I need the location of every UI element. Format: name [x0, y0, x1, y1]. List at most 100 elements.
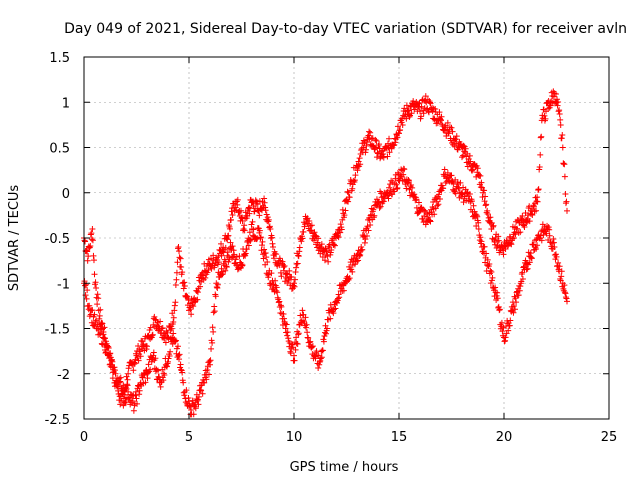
- y-tick-label: -0.5: [45, 232, 70, 247]
- data-marker: [354, 258, 360, 265]
- data-marker: [303, 321, 310, 328]
- data-marker: [291, 357, 298, 364]
- data-marker: [133, 395, 140, 402]
- data-marker: [288, 341, 295, 348]
- data-marker: [85, 306, 92, 313]
- data-marker: [213, 280, 220, 287]
- data-marker: [242, 250, 249, 257]
- data-marker: [562, 191, 569, 198]
- data-marker: [356, 155, 363, 162]
- data-marker: [296, 244, 303, 251]
- data-marker: [335, 234, 342, 241]
- data-marker: [533, 198, 540, 205]
- data-marker: [535, 186, 542, 193]
- data-marker: [362, 146, 369, 153]
- data-marker: [144, 343, 150, 350]
- data-marker: [84, 248, 91, 255]
- data-marker: [82, 292, 89, 299]
- data-marker: [471, 208, 478, 215]
- x-tick-label: 10: [286, 430, 303, 445]
- data-marker: [259, 238, 266, 245]
- data-marker: [361, 239, 368, 246]
- data-marker: [194, 289, 201, 296]
- data-marker: [534, 198, 541, 205]
- data-marker: [195, 393, 202, 400]
- data-marker: [391, 188, 398, 195]
- data-marker: [272, 277, 279, 284]
- data-marker: [86, 244, 93, 251]
- data-marker: [563, 295, 570, 302]
- data-marker: [336, 294, 343, 301]
- data-marker: [113, 382, 120, 389]
- data-marker: [249, 218, 256, 225]
- data-marker: [337, 221, 344, 228]
- data-marker: [535, 186, 542, 193]
- data-marker: [335, 291, 342, 298]
- data-marker: [199, 390, 206, 397]
- data-marker: [306, 339, 313, 346]
- data-marker: [291, 280, 297, 287]
- data-marker: [292, 268, 299, 275]
- data-marker: [181, 392, 188, 399]
- data-marker: [93, 317, 100, 324]
- data-marker: [212, 293, 219, 300]
- data-marker: [365, 227, 372, 234]
- data-marker: [167, 327, 174, 334]
- data-marker: [545, 224, 552, 231]
- data-marker: [287, 350, 294, 357]
- data-marker: [551, 244, 558, 251]
- data-marker: [176, 248, 183, 255]
- data-marker: [287, 348, 294, 355]
- data-marker: [355, 257, 362, 264]
- data-marker: [225, 258, 232, 265]
- data-marker: [277, 269, 284, 276]
- data-marker: [206, 358, 213, 365]
- data-marker: [160, 377, 167, 384]
- data-marker: [553, 253, 560, 260]
- data-marker: [557, 116, 564, 123]
- data-marker: [474, 165, 481, 172]
- data-marker: [483, 250, 490, 257]
- data-marker: [517, 229, 524, 236]
- data-marker: [105, 344, 112, 351]
- data-marker: [256, 227, 263, 234]
- data-marker: [433, 195, 440, 202]
- data-marker: [418, 103, 425, 110]
- data-marker: [373, 202, 380, 209]
- data-marker: [263, 211, 270, 218]
- data-marker: [219, 271, 226, 278]
- y-tick-label: -1: [57, 277, 70, 292]
- data-marker: [262, 249, 269, 256]
- data-marker: [552, 91, 559, 98]
- data-marker: [358, 145, 365, 152]
- data-marker: [197, 386, 204, 393]
- data-marker: [123, 373, 130, 380]
- data-marker: [227, 239, 234, 246]
- data-marker: [124, 382, 131, 389]
- data-marker: [540, 232, 547, 239]
- data-marker: [228, 208, 235, 215]
- data-marker: [559, 144, 566, 151]
- data-marker: [564, 207, 570, 214]
- data-marker: [441, 166, 448, 173]
- data-marker: [519, 275, 526, 282]
- data-marker: [172, 338, 179, 345]
- data-marker: [293, 264, 300, 271]
- data-marker: [89, 237, 96, 244]
- data-marker: [527, 250, 534, 257]
- data-marker: [239, 214, 246, 221]
- data-marker: [397, 126, 404, 133]
- data-marker: [351, 177, 358, 184]
- data-marker: [316, 359, 323, 366]
- data-marker: [262, 204, 269, 211]
- data-marker: [103, 348, 110, 355]
- data-marker: [312, 232, 319, 239]
- data-marker: [226, 225, 233, 232]
- data-marker: [455, 185, 462, 192]
- data-marker: [388, 145, 395, 152]
- data-marker: [267, 225, 274, 232]
- data-marker: [483, 201, 490, 208]
- data-marker: [106, 350, 113, 357]
- data-marker: [97, 323, 104, 330]
- data-marker: [371, 212, 378, 219]
